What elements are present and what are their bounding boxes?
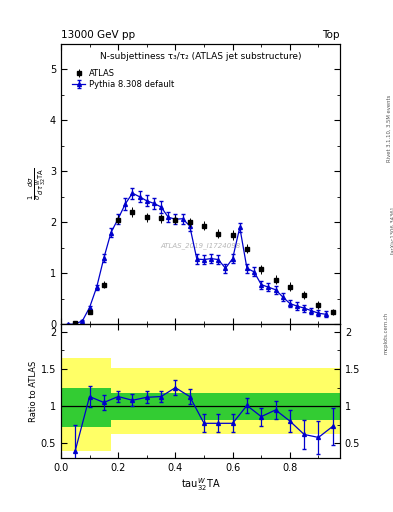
Text: ATLAS_2019_I1724098: ATLAS_2019_I1724098 [160, 242, 241, 249]
Text: Rivet 3.1.10, 3.5M events: Rivet 3.1.10, 3.5M events [387, 94, 391, 162]
Text: N-subjettiness τ₃/τ₂ (ATLAS jet substructure): N-subjettiness τ₃/τ₂ (ATLAS jet substruc… [100, 52, 301, 61]
Y-axis label: Ratio to ATLAS: Ratio to ATLAS [29, 361, 38, 422]
Y-axis label: $\frac{1}{\sigma}\frac{d\sigma}{d\,\tau_{32}^{W}\mathrm{TA}}$: $\frac{1}{\sigma}\frac{d\sigma}{d\,\tau_… [27, 168, 48, 200]
Legend: ATLAS, Pythia 8.308 default: ATLAS, Pythia 8.308 default [71, 68, 176, 90]
Text: [arXiv:1306.3436]: [arXiv:1306.3436] [390, 206, 393, 254]
Text: 13000 GeV pp: 13000 GeV pp [61, 30, 135, 40]
Text: Top: Top [322, 30, 340, 40]
Text: mcplots.cern.ch: mcplots.cern.ch [384, 312, 389, 354]
X-axis label: tau$_{32}^{W}$TA: tau$_{32}^{W}$TA [181, 476, 220, 493]
